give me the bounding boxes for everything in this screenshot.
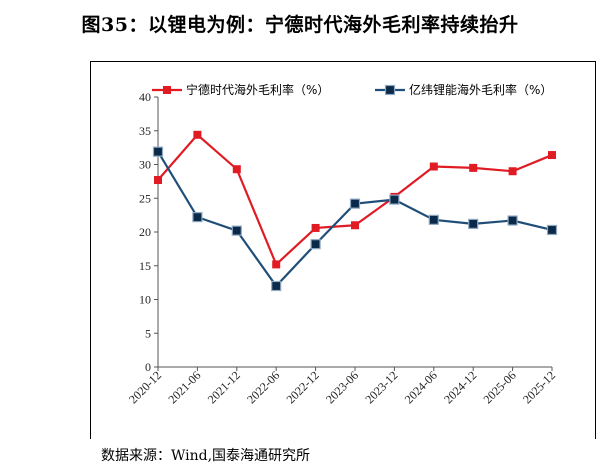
series-2-point (428, 214, 439, 225)
y-tick-label: 40 (139, 90, 151, 104)
x-tick-label: 2023-06 (323, 368, 361, 406)
chart-legend: 宁德时代海外毛利率（%） 亿纬锂能海外毛利率（%） (152, 82, 552, 97)
y-tick-label: 0 (145, 360, 151, 374)
series-2-line (157, 151, 553, 288)
x-tick-label: 2025-12 (520, 368, 558, 406)
legend-marker-1 (163, 86, 171, 94)
y-tick-label: 15 (139, 259, 151, 273)
series-1-point (154, 176, 162, 185)
x-tick-label: 2022-12 (284, 368, 322, 406)
series-1-point (272, 260, 281, 269)
series-2-point (389, 194, 400, 205)
chart-frame (90, 61, 596, 439)
x-tick-label: 2025-06 (481, 368, 519, 406)
chart-series (152, 130, 558, 292)
series-2-point (152, 146, 164, 157)
legend-label-1: 宁德时代海外毛利率（%） (186, 82, 329, 97)
series-2-point (546, 224, 558, 236)
series-2-point (310, 239, 321, 250)
figure-title: 图35：以锂电为例：宁德时代海外毛利率持续抬升 (81, 14, 519, 36)
series-2-point (349, 198, 361, 209)
x-tick-label: 2021-06 (165, 368, 203, 406)
series-2-point (507, 215, 518, 226)
series-1-point (469, 163, 478, 172)
y-tick-label: 25 (139, 191, 151, 205)
y-tick-label: 10 (139, 293, 151, 307)
x-tick-label: 2024-12 (441, 368, 479, 406)
series-1-point (548, 151, 556, 160)
y-tick-label: 35 (139, 124, 151, 138)
legend-label-2: 亿纬锂能海外毛利率（%） (409, 82, 552, 97)
series-2-point (231, 225, 242, 236)
legend-marker-2 (384, 84, 396, 96)
y-tick-label: 20 (139, 225, 151, 239)
x-tick-label: 2024-06 (402, 368, 440, 406)
series-1-point (429, 162, 438, 171)
series-1-point (193, 130, 202, 139)
x-tick-label: 2022-06 (244, 368, 282, 406)
y-tick-label: 5 (145, 326, 151, 340)
series-1-point (311, 223, 320, 232)
series-1-point (232, 165, 241, 174)
series-1-point (508, 167, 517, 176)
series-2-point (468, 218, 479, 229)
y-tick-label: 30 (139, 158, 151, 172)
x-tick-label: 2023-12 (362, 368, 400, 406)
series-2-point (271, 280, 282, 292)
x-tick-label: 2021-12 (205, 368, 243, 406)
source-note: 数据来源：Wind,国泰海通研究所 (101, 448, 311, 464)
series-2-point (192, 212, 203, 223)
series-1-point (351, 221, 359, 230)
